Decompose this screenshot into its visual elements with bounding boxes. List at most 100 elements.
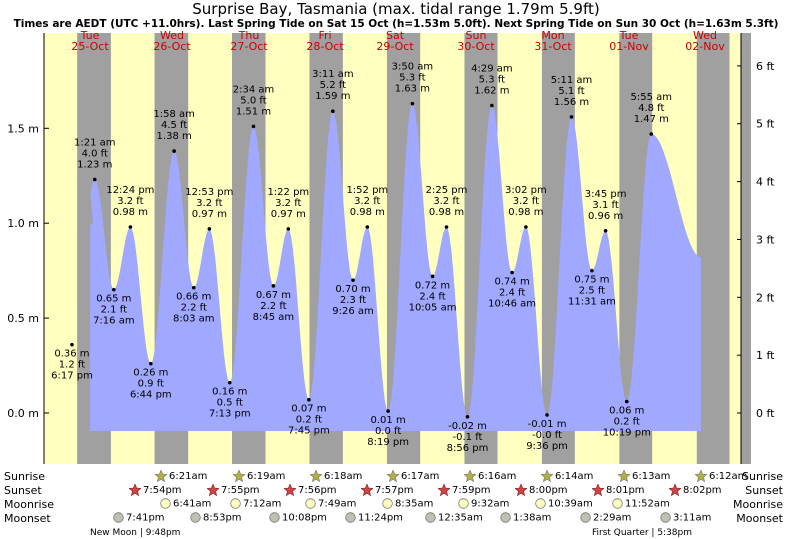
tide-label: 0.06 m xyxy=(609,406,644,417)
tide-label: 0.01 m xyxy=(371,415,406,426)
tide-label: 0.98 m xyxy=(113,207,148,218)
tide-label: 0.2 ft xyxy=(296,415,322,426)
tide-label: 1.51 m xyxy=(236,106,271,117)
sunrise-time: 6:21am xyxy=(169,471,208,482)
sunrise-event: 6:16am xyxy=(464,470,516,482)
day-date: 27-Oct xyxy=(230,40,268,53)
tide-label: 0.2 ft xyxy=(614,417,640,428)
left-tick-label: 0.0 m xyxy=(7,407,39,420)
tide-point xyxy=(331,109,335,114)
tide-label: 4.0 ft xyxy=(82,149,108,160)
moonrise-event: 9:32am xyxy=(458,498,509,510)
day-name: Tue xyxy=(80,29,100,42)
tide-point xyxy=(271,284,276,288)
tide-label: 8:19 pm xyxy=(367,437,409,448)
day-date: 31-Oct xyxy=(534,40,572,53)
tide-label: 4.5 ft xyxy=(161,120,187,131)
right-tick-label: 6 ft xyxy=(756,60,775,73)
tide-label: 12:24 pm xyxy=(106,185,154,196)
moonrise-time: 7:12am xyxy=(243,498,282,510)
sunset-time: 7:59pm xyxy=(452,485,491,496)
day-date: 25-Oct xyxy=(71,40,109,53)
tide-label: 0.5 ft xyxy=(217,398,243,409)
sunset-row-label-right: Sunset xyxy=(745,484,783,497)
day-headers: Tue25-OctWed26-OctThu27-OctFri28-OctSat2… xyxy=(71,29,725,53)
night-band xyxy=(696,33,730,464)
sunrise-time: 6:13am xyxy=(632,471,671,482)
tide-label: 2.4 ft xyxy=(419,291,445,302)
tide-label: 0.75 m xyxy=(574,275,609,286)
tide-label: 0.36 m xyxy=(54,349,89,360)
tide-label: 1.23 m xyxy=(77,160,112,171)
moonset-time: 2:29am xyxy=(593,512,632,524)
moonset-time: 8:53pm xyxy=(203,512,242,524)
tide-label: 1.38 m xyxy=(157,131,192,142)
chart-subtitle: Times are AEDT (UTC +11.0hrs). Last Spri… xyxy=(14,18,779,30)
tide-point xyxy=(128,225,133,229)
tide-label: 0.97 m xyxy=(271,209,306,220)
tide-label: 5.2 ft xyxy=(320,80,346,91)
tide-label: 0.98 m xyxy=(508,207,543,218)
tide-label: 2:34 am xyxy=(233,84,275,95)
tide-label: 0.9 ft xyxy=(138,379,164,390)
tide-point xyxy=(545,413,549,417)
tide-label: 3:45 pm xyxy=(585,189,627,200)
sunset-event: 8:00pm xyxy=(515,484,568,496)
tide-label: 3:02 pm xyxy=(505,185,547,196)
moonrise-event: 10:39am xyxy=(535,498,593,510)
tide-label: 6:17 pm xyxy=(51,371,93,382)
tide-point xyxy=(569,115,574,119)
tide-label: 5.3 ft xyxy=(479,75,505,86)
tide-label: 3.2 ft xyxy=(513,196,539,207)
tide-point xyxy=(251,124,256,129)
tide-label: 0.16 m xyxy=(212,387,247,398)
tide-label: 0.74 m xyxy=(495,277,530,288)
moonrise-event: 11:52am xyxy=(612,498,670,510)
sunset-time: 7:57pm xyxy=(375,485,414,496)
tide-label: 3.2 ft xyxy=(117,196,143,207)
tide-label: -0.01 m xyxy=(528,419,567,430)
sunset-event: 7:54pm xyxy=(129,484,182,496)
tide-label: 3.2 ft xyxy=(196,198,222,209)
tide-area xyxy=(90,103,701,431)
tide-label: 2.2 ft xyxy=(181,303,207,314)
tide-label: 0.98 m xyxy=(350,207,385,218)
moonset-event: 1:38am xyxy=(500,512,551,524)
tide-label: 0.98 m xyxy=(429,207,464,218)
tide-point xyxy=(603,228,608,233)
left-tick-label: 0.5 m xyxy=(7,312,39,325)
sunrise-event: 6:18am xyxy=(310,470,362,482)
tide-label: 2.3 ft xyxy=(340,295,366,306)
first-quarter-label: First Quarter | 5:38pm xyxy=(592,528,693,538)
tide-label: 1:22 pm xyxy=(267,187,309,198)
tide-point xyxy=(172,149,176,153)
tide-label: 0.97 m xyxy=(192,209,227,220)
tide-label: 7:45 pm xyxy=(288,426,330,437)
tide-label: 8:45 am xyxy=(253,312,295,323)
tide-point xyxy=(207,227,212,231)
tide-point xyxy=(149,361,153,366)
tide-label: 7:16 am xyxy=(93,316,135,327)
sunrise-time: 6:17am xyxy=(401,471,440,482)
tide-label: 3.2 ft xyxy=(275,198,301,209)
right-tick-label: 4 ft xyxy=(756,176,775,189)
moonrise-time: 9:32am xyxy=(471,498,510,510)
tide-label: 1.2 ft xyxy=(59,360,85,371)
tide-label: 2.5 ft xyxy=(579,286,605,297)
sunset-event: 8:01pm xyxy=(592,484,645,496)
day-name: Wed xyxy=(693,29,717,42)
right-gutter xyxy=(741,33,751,464)
tide-label: 10:46 am xyxy=(488,299,536,310)
sunset-event: 7:55pm xyxy=(207,484,260,496)
day-date: 28-Oct xyxy=(306,40,344,53)
moonset-time: 1:38am xyxy=(513,512,552,524)
sunset-time: 8:02pm xyxy=(683,485,722,496)
moonset-row-label: Moonset xyxy=(4,512,51,525)
sunrise-event: 6:13am xyxy=(618,470,670,482)
tide-point xyxy=(365,225,370,229)
tide-label: 1.56 m xyxy=(554,97,589,108)
tide-labels: 0.36 m1.2 ft6:17 pm 1:21 am4.0 ft1.23 m 0.… xyxy=(51,62,672,454)
tide-label: 1:21 am xyxy=(74,138,116,149)
new-moon-label: New Moon | 9:48pm xyxy=(90,528,181,538)
tide-point xyxy=(444,225,449,229)
